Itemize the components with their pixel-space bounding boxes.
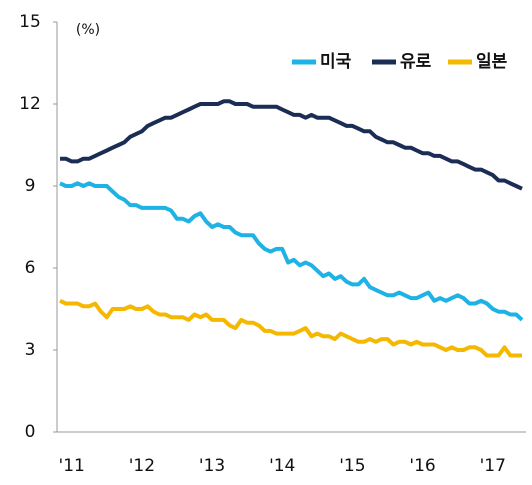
- y-axis-label: (%): [76, 22, 100, 38]
- y-tick-label: 15: [19, 12, 41, 32]
- legend-label: 유로: [400, 52, 432, 72]
- x-tick-label: '15: [339, 456, 365, 476]
- y-tick-label: 3: [25, 340, 36, 360]
- x-tick-label: '13: [199, 456, 225, 476]
- x-tick-label: '16: [409, 456, 435, 476]
- legend-label: 일본: [476, 52, 508, 72]
- y-tick-label: 0: [25, 422, 36, 442]
- x-tick-label: '14: [269, 456, 295, 476]
- y-tick-label: 9: [25, 176, 36, 196]
- x-tick-label: '17: [480, 456, 506, 476]
- y-tick-label: 12: [19, 94, 41, 114]
- x-tick-label: '11: [59, 456, 85, 476]
- line-series: [59, 298, 522, 358]
- y-tick-label: 6: [25, 258, 36, 278]
- x-tick-label: '12: [129, 456, 155, 476]
- legend-label: 미국: [320, 52, 352, 72]
- line-series: [60, 99, 523, 191]
- line-series: [59, 181, 524, 322]
